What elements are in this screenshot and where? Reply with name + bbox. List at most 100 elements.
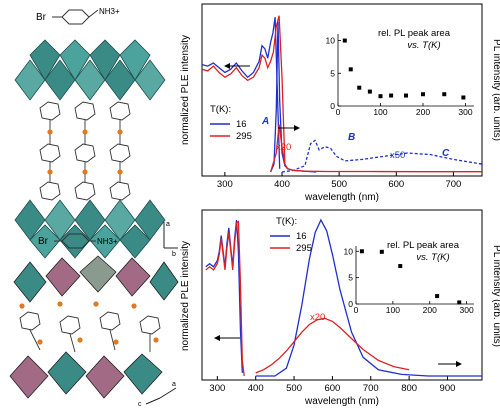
- xlabel-bottom: wavelength (nm): [304, 396, 379, 407]
- series-line: [205, 219, 243, 373]
- series-line: [269, 124, 482, 173]
- inset-y-tick-label: 10: [326, 36, 336, 46]
- inset-data-point: [398, 264, 403, 269]
- inset-data-point: [442, 92, 447, 97]
- inset-data-point: [457, 300, 462, 305]
- ylabel-left-bottom: normalized PLE intensity: [180, 241, 191, 351]
- spectra-chart-bottom: 300 400 500 600 700 800 900 0 100 200 300 0 5 10 rel.…: [180, 209, 500, 407]
- x-tick-label: 400: [248, 383, 264, 394]
- annotation-peak-b: B: [348, 132, 355, 143]
- legend-entry-295-top: 295: [236, 131, 252, 142]
- xlabel-top: wavelength (nm): [304, 192, 379, 203]
- x-tick-label: 300: [217, 179, 233, 190]
- series-line: [201, 17, 281, 169]
- inset-data-point: [404, 93, 408, 98]
- plot-frame-top: [201, 3, 483, 177]
- axis-label-c-bottom: c: [138, 401, 142, 408]
- inset-x-tick-label: 200: [423, 305, 437, 315]
- crystal-structure-panel: Br NH3+: [9, 7, 179, 408]
- legend-title-top: T(K):: [210, 104, 231, 115]
- inset-title: rel. PL peak area: [378, 28, 451, 39]
- inset-x-tick-label: 300: [458, 107, 472, 117]
- x-tick-label: 900: [440, 383, 456, 394]
- inset-data-point: [389, 93, 394, 98]
- axis-label-a-top: a: [166, 221, 170, 228]
- inset-data-point: [342, 38, 347, 43]
- inset-y-tick-label: 0: [330, 101, 335, 111]
- inset-data-point: [379, 249, 384, 254]
- x-tick-label: 600: [324, 383, 340, 394]
- bromine-atoms-top: [47, 129, 123, 175]
- bromine-atoms-bottom: [19, 301, 159, 345]
- inset-data-point: [378, 94, 383, 99]
- inset-title: rel. PL peak area: [387, 240, 460, 251]
- inset-y-tick-label: 5: [330, 68, 335, 78]
- x-tick-label: 700: [445, 179, 461, 190]
- annotation-peak-c: C: [442, 148, 450, 159]
- molecule-top-br: Br: [36, 12, 47, 23]
- inset-data-point: [359, 249, 364, 254]
- x-tick-label: 800: [401, 383, 417, 394]
- arrow-ple-top: [224, 63, 250, 69]
- annotation-x20-bottom: x20: [310, 312, 325, 323]
- series-line: [255, 317, 410, 374]
- molecule-bottom-amine: NH3+: [97, 237, 118, 246]
- inset-data-point: [435, 294, 440, 299]
- x-tick-label: 500: [286, 383, 302, 394]
- legend-entry-16-top: 16: [236, 119, 247, 130]
- legend-title-bottom: T(K):: [276, 216, 297, 227]
- spectra-chart-top: 300 400 500 600 700 0 100 200 300 0 5 10 rel. PL pe…: [180, 3, 500, 203]
- axes-indicator-top: a b: [163, 221, 178, 258]
- series-line: [281, 139, 483, 173]
- inset-x-tick-label: 100: [386, 305, 400, 315]
- ylabel-left-top: normalized PLE intensity: [180, 35, 191, 145]
- annotation-x20-top: x20: [276, 142, 291, 153]
- ylabel-right-top: PL intensity (arb. units): [491, 39, 500, 141]
- inset-x-tick-label: 0: [354, 305, 359, 315]
- series-line: [201, 15, 286, 165]
- inset-data-point: [348, 67, 353, 72]
- molecule-top-amine: NH3+: [99, 7, 120, 16]
- axis-label-a-bottom: a: [172, 381, 176, 388]
- legend-entry-295-bottom: 295: [296, 243, 312, 254]
- inset-y-tick-label: 5: [348, 273, 353, 283]
- series-line: [205, 220, 245, 377]
- x-tick-label: 400: [274, 179, 290, 190]
- inset-data-point: [461, 95, 466, 100]
- ylabel-right-bottom: PL intensity (arb. units): [491, 245, 500, 347]
- molecule-bottom: Br NH3+: [38, 233, 118, 249]
- arrow-pl-top: [278, 125, 300, 131]
- octahedra-row-top-lower: [14, 199, 166, 259]
- organic-layer-top: [39, 101, 131, 201]
- annotation-x50-top: x50: [390, 150, 405, 161]
- series-line: [255, 218, 482, 377]
- arrow-pl-bottom: [438, 361, 462, 367]
- arrow-ple-bottom: [214, 335, 240, 341]
- annotation-peak-a: A: [261, 116, 269, 127]
- axis-label-b-top: b: [172, 251, 176, 258]
- inset-y-tick-label: 0: [348, 299, 353, 309]
- legend-entry-16-bottom: 16: [296, 231, 307, 242]
- inset-subtitle: vs. T(K): [407, 40, 440, 51]
- inset-subtitle: vs. T(K): [416, 252, 449, 263]
- molecule-bottom-br: Br: [38, 236, 49, 247]
- x-tick-label: 500: [331, 179, 347, 190]
- x-tick-label: 600: [388, 179, 404, 190]
- x-tick-label: 700: [363, 383, 379, 394]
- x-tick-label: 300: [209, 383, 225, 394]
- inset-data-point: [357, 85, 362, 90]
- octahedra-row-bottom-lower: [9, 351, 163, 399]
- octahedra-row-bottom-upper: [13, 255, 179, 303]
- inset-x-tick-label: 0: [336, 107, 341, 117]
- plot-frame-bottom: [201, 209, 483, 381]
- inset-x-tick-label: 100: [373, 107, 387, 117]
- inset-y-tick-label: 10: [344, 246, 354, 256]
- inset-x-tick-label: 200: [416, 107, 430, 117]
- inset-data-point: [367, 89, 372, 94]
- octahedra-row-top: [14, 39, 166, 101]
- inset-data-point: [421, 92, 425, 97]
- axes-indicator-bottom: a c: [138, 381, 177, 408]
- molecule-top: Br NH3+: [36, 7, 120, 25]
- inset-x-tick-label: 300: [460, 305, 474, 315]
- organic-layer-bottom: [19, 311, 161, 353]
